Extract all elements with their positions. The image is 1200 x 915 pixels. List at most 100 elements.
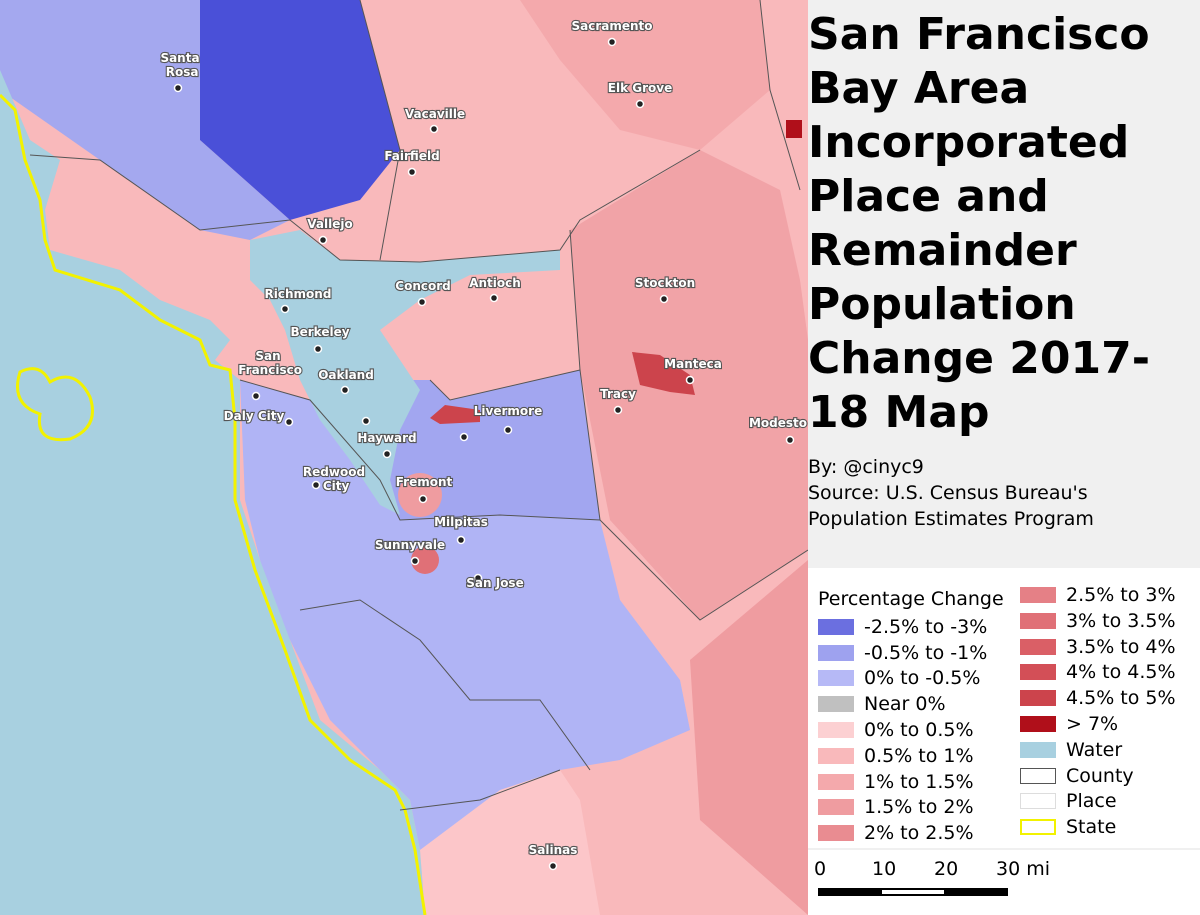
- city-label: Modesto: [749, 416, 807, 430]
- manteca-area: [632, 352, 695, 395]
- side-panel: San Francisco Bay Area Incorporated Plac…: [808, 0, 1200, 915]
- city-label: Manteca: [664, 357, 722, 371]
- city-label: Santa Rosa: [160, 51, 199, 79]
- legend-swatch: [818, 722, 854, 738]
- legend-item: 2.5% to 3%: [1020, 582, 1176, 608]
- legend-item: 1.5% to 2%: [818, 794, 974, 820]
- city-label: Berkeley: [290, 325, 349, 339]
- legend-swatch: [1020, 690, 1056, 707]
- city-dot: [456, 535, 466, 545]
- legend-swatch: [1020, 819, 1056, 836]
- scale-bar-segment: [882, 890, 944, 894]
- title: San Francisco Bay Area Incorporated Plac…: [808, 9, 1151, 438]
- legend-item: 0.5% to 1%: [818, 743, 974, 769]
- napa: [200, 0, 400, 220]
- place: [398, 473, 442, 517]
- source: Source: U.S. Census Bureau's Population …: [808, 482, 1094, 530]
- city-label: Sacramento: [571, 19, 652, 33]
- legend-label: -0.5% to -1%: [864, 641, 988, 664]
- legend-item: Place: [1020, 788, 1117, 814]
- city-label: Hayward: [357, 431, 416, 445]
- monterey: [420, 770, 600, 915]
- legend-label: County: [1066, 764, 1134, 787]
- legend-item: 3.5% to 4%: [1020, 634, 1176, 660]
- legend-swatch: [1020, 767, 1056, 784]
- city-dot: [313, 344, 323, 354]
- city-dot: [429, 124, 439, 134]
- city-label: San Francisco: [234, 349, 302, 377]
- map: Sacramento Santa Rosa Elk Grove Vacaville Fa…: [0, 0, 808, 915]
- legend-label: Place: [1066, 790, 1117, 813]
- legend-swatch: [818, 696, 854, 713]
- city-label: Redwood City: [303, 465, 365, 493]
- legend-label: 2.5% to 3%: [1066, 584, 1176, 606]
- city-dot: [280, 304, 290, 314]
- legend-swatch: [1020, 741, 1056, 758]
- byline: By: @cinyc9: [808, 456, 924, 478]
- city-label: Oakland: [318, 368, 374, 382]
- legend-item: -0.5% to -1%: [818, 640, 987, 666]
- city-dot: [417, 297, 427, 307]
- legend-label: > 7%: [1066, 713, 1119, 735]
- legend-label: 4.5% to 5%: [1066, 687, 1176, 710]
- santa-clara: [240, 380, 690, 850]
- city-dot: [251, 391, 261, 401]
- city-dot: [340, 385, 350, 395]
- city-dot: [785, 435, 795, 445]
- legend-label: 4% to 4.5%: [1066, 661, 1176, 684]
- city-label: Fremont: [396, 475, 453, 489]
- scale-label: 0: [814, 858, 827, 880]
- legend-item: Water: [1020, 737, 1122, 763]
- city-label: Vacaville: [405, 107, 465, 121]
- city-label: Tracy: [600, 387, 636, 401]
- city-label: Vallejo: [307, 217, 352, 231]
- legend-label: 0% to -0.5%: [864, 667, 981, 690]
- legend-swatch: [1020, 793, 1056, 810]
- city-dot: [382, 449, 392, 459]
- city-dot: [473, 573, 483, 583]
- legend-item: Near 0%: [818, 691, 946, 717]
- ocean: [0, 70, 425, 915]
- city-dot: [503, 425, 513, 435]
- legend-item: 4% to 4.5%: [1020, 659, 1176, 685]
- scale-label: 10: [872, 858, 897, 880]
- city-label: Antioch: [469, 276, 521, 290]
- legend-item: State: [1020, 814, 1116, 840]
- state-line: [16, 367, 94, 442]
- livermore-area: [430, 405, 480, 424]
- legend-label: 3.5% to 4%: [1066, 635, 1176, 658]
- sonoma-marin: [0, 0, 290, 240]
- legend-swatch: [818, 773, 854, 790]
- city-label: Fairfield: [384, 149, 439, 163]
- legend-label: 0.5% to 1%: [864, 744, 974, 767]
- legend-item: -2.5% to -3%: [818, 614, 987, 640]
- city-dot: [635, 99, 645, 109]
- legend-item: > 7%: [1020, 711, 1118, 737]
- legend-swatch: [1020, 587, 1056, 603]
- county-line: [759, 0, 801, 191]
- city-dot: [361, 416, 371, 426]
- city-label: Livermore: [474, 404, 542, 418]
- city-dot: [613, 405, 623, 415]
- city-dot: [284, 417, 294, 427]
- city-dot: [311, 480, 321, 490]
- county-line: [29, 149, 701, 263]
- sacramento: [520, 0, 770, 150]
- legend-swatch: [1020, 716, 1056, 732]
- city-dot: [685, 375, 695, 385]
- legend-item: 1% to 1.5%: [818, 769, 974, 795]
- county-line: [359, 0, 401, 261]
- city-dot: [548, 861, 558, 871]
- legend-swatch: [1020, 638, 1056, 655]
- legend-item: 3% to 3.5%: [1020, 608, 1176, 634]
- legend-swatch: [818, 618, 854, 635]
- place: [411, 546, 439, 574]
- city-label: San Jose: [466, 576, 523, 590]
- legend-item: 0% to -0.5%: [818, 665, 980, 691]
- county-lines: [29, 0, 808, 811]
- legend-label: Near 0%: [864, 693, 946, 716]
- city-dot: [459, 432, 469, 442]
- scale-label: 30 mi: [996, 858, 1051, 880]
- city-label: Stockton: [635, 276, 695, 290]
